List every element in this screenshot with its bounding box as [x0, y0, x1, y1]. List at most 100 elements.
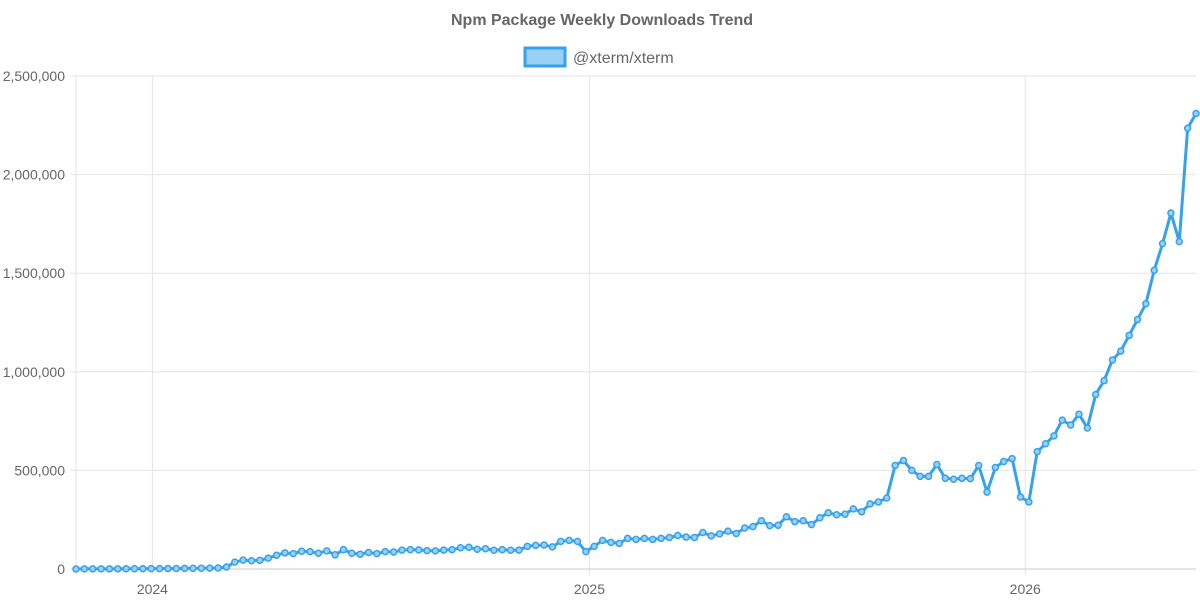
data-point[interactable]	[205, 564, 214, 572]
data-point[interactable]	[1142, 300, 1150, 308]
data-point[interactable]	[323, 547, 331, 555]
data-point[interactable]	[164, 564, 172, 573]
data-point[interactable]	[1192, 109, 1200, 118]
data-point[interactable]	[1075, 410, 1083, 418]
data-point[interactable]	[715, 530, 724, 538]
data-point[interactable]	[849, 505, 858, 513]
data-point[interactable]	[1000, 457, 1008, 466]
data-point[interactable]	[924, 472, 933, 481]
data-point[interactable]	[1041, 440, 1050, 448]
data-point[interactable]	[440, 546, 448, 554]
data-point[interactable]	[740, 524, 749, 532]
data-point[interactable]	[130, 564, 139, 573]
data-point[interactable]	[573, 537, 582, 546]
data-point[interactable]	[857, 508, 866, 516]
data-point[interactable]	[80, 565, 89, 573]
data-point[interactable]	[799, 516, 807, 525]
data-point[interactable]	[732, 529, 741, 538]
data-point[interactable]	[548, 543, 557, 551]
data-point[interactable]	[139, 564, 147, 573]
data-point[interactable]	[72, 565, 80, 573]
data-point[interactable]	[264, 554, 272, 562]
data-point[interactable]	[916, 472, 924, 481]
data-point[interactable]	[749, 522, 757, 531]
data-point[interactable]	[632, 535, 640, 544]
data-point[interactable]	[782, 512, 791, 521]
data-point[interactable]	[883, 494, 891, 502]
data-point[interactable]	[423, 546, 431, 555]
data-point[interactable]	[941, 474, 949, 483]
data-point[interactable]	[114, 565, 122, 573]
data-point[interactable]	[816, 513, 824, 522]
data-point[interactable]	[1158, 239, 1167, 248]
data-point[interactable]	[431, 547, 440, 555]
data-point[interactable]	[356, 550, 364, 558]
data-point[interactable]	[473, 545, 481, 554]
data-point[interactable]	[256, 556, 264, 565]
data-point[interactable]	[1108, 356, 1117, 364]
data-point[interactable]	[155, 564, 164, 573]
data-point[interactable]	[381, 547, 389, 556]
data-point[interactable]	[147, 564, 155, 573]
data-point[interactable]	[97, 565, 105, 573]
data-point[interactable]	[1133, 315, 1142, 324]
legend[interactable]: @xterm/xterm	[523, 46, 674, 68]
data-point[interactable]	[406, 545, 415, 554]
data-point[interactable]	[231, 558, 239, 566]
data-point[interactable]	[1016, 493, 1025, 501]
data-point[interactable]	[172, 564, 181, 573]
data-point[interactable]	[523, 542, 532, 551]
data-point[interactable]	[874, 498, 883, 506]
data-point[interactable]	[180, 564, 189, 573]
data-point[interactable]	[590, 542, 598, 551]
data-point[interactable]	[297, 547, 306, 555]
data-point[interactable]	[891, 461, 899, 470]
data-point[interactable]	[966, 474, 975, 483]
data-point[interactable]	[1100, 376, 1108, 385]
data-point[interactable]	[1091, 390, 1100, 399]
data-point[interactable]	[707, 532, 715, 540]
data-point[interactable]	[648, 535, 657, 544]
data-point[interactable]	[1175, 237, 1184, 246]
data-point[interactable]	[974, 461, 983, 470]
data-point[interactable]	[598, 536, 607, 545]
data-point[interactable]	[281, 549, 289, 557]
data-point[interactable]	[1066, 421, 1075, 429]
data-point[interactable]	[239, 556, 247, 564]
data-point[interactable]	[222, 563, 231, 571]
data-point[interactable]	[765, 521, 774, 530]
data-point[interactable]	[832, 511, 841, 519]
data-point[interactable]	[1083, 424, 1092, 432]
data-point[interactable]	[1167, 209, 1175, 217]
data-point[interactable]	[640, 534, 649, 543]
data-point[interactable]	[657, 534, 665, 543]
data-point[interactable]	[791, 517, 799, 526]
data-point[interactable]	[899, 456, 908, 465]
data-point[interactable]	[465, 543, 473, 552]
data-point[interactable]	[1033, 447, 1041, 456]
data-point[interactable]	[724, 527, 732, 535]
data-point[interactable]	[565, 536, 573, 545]
data-point[interactable]	[498, 545, 507, 554]
data-point[interactable]	[983, 488, 991, 496]
data-point[interactable]	[306, 547, 314, 556]
data-point[interactable]	[122, 565, 130, 573]
data-point[interactable]	[414, 546, 423, 554]
data-point[interactable]	[531, 541, 540, 550]
data-point[interactable]	[272, 551, 281, 559]
data-point[interactable]	[623, 534, 632, 543]
data-point[interactable]	[908, 466, 916, 475]
data-point[interactable]	[398, 546, 406, 554]
data-point[interactable]	[88, 565, 97, 573]
data-point[interactable]	[866, 500, 874, 508]
data-point[interactable]	[197, 564, 206, 572]
data-point[interactable]	[448, 545, 456, 554]
data-point[interactable]	[364, 548, 373, 557]
data-point[interactable]	[807, 520, 816, 529]
data-point[interactable]	[1025, 498, 1033, 506]
data-point[interactable]	[607, 538, 615, 547]
data-point[interactable]	[557, 537, 565, 546]
data-point[interactable]	[824, 509, 832, 517]
data-point[interactable]	[506, 546, 515, 555]
data-point[interactable]	[1008, 454, 1016, 463]
